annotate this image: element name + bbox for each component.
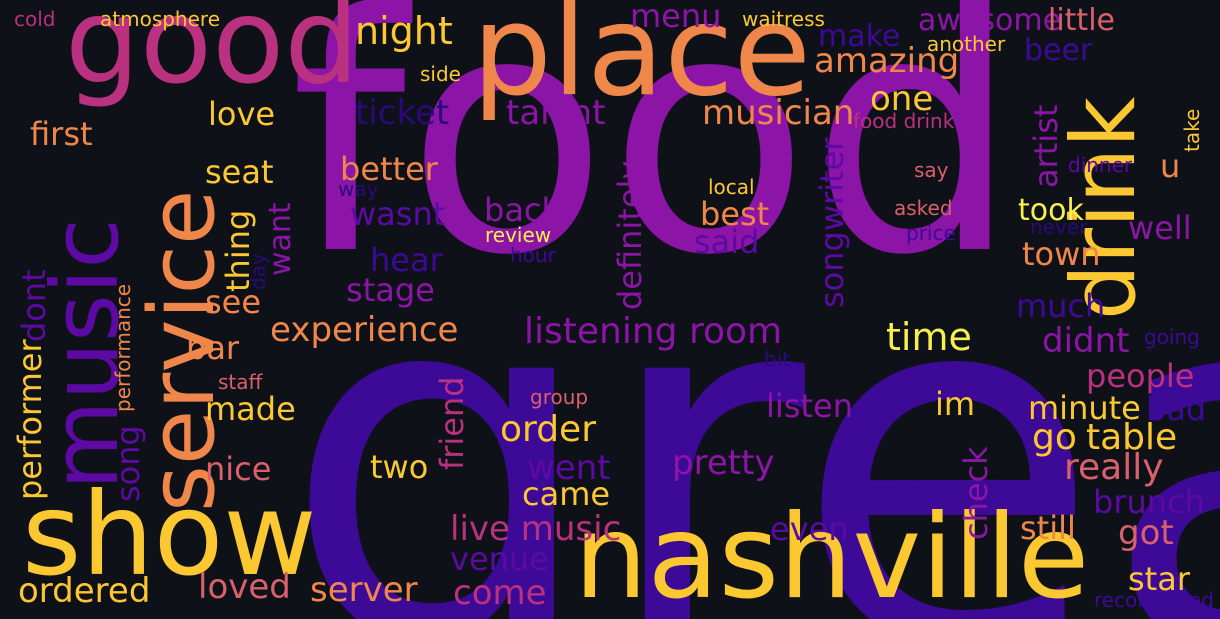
- word-song: song: [109, 425, 147, 502]
- word-check: check: [957, 446, 995, 540]
- word-table: table: [1086, 417, 1178, 458]
- word-take: take: [1180, 108, 1204, 152]
- word-food: food: [290, 0, 1020, 327]
- word-hear: hear: [370, 241, 443, 279]
- word-menu: menu: [630, 0, 722, 35]
- word-performer: performer: [11, 339, 49, 500]
- word-brunch: brunch: [1093, 483, 1205, 521]
- word-songwriter: songwriter: [813, 137, 851, 308]
- word-love: love: [208, 95, 276, 133]
- word-first: first: [30, 115, 93, 153]
- word-show: show: [22, 468, 317, 601]
- word-day: day: [246, 253, 270, 290]
- word-took: took: [1018, 193, 1084, 228]
- word-never: never: [1030, 215, 1088, 239]
- word-much: much: [1016, 287, 1106, 325]
- word-come: come: [453, 573, 547, 613]
- word-star: star: [1128, 560, 1190, 598]
- word-awesome: awesome: [918, 3, 1062, 38]
- word-order: order: [500, 409, 596, 450]
- word-minute: minute: [1028, 389, 1141, 427]
- word-people: people: [1086, 357, 1195, 395]
- word-cold: cold: [14, 7, 56, 31]
- word-way: way: [338, 177, 379, 201]
- word-seat: seat: [205, 153, 274, 191]
- word-friend: friend: [433, 376, 471, 470]
- word-one: one: [870, 79, 934, 119]
- word-dinner: dinner: [1068, 153, 1133, 177]
- word-best: best: [700, 195, 770, 233]
- word-better: better: [340, 150, 438, 188]
- word-great: great: [282, 177, 1220, 619]
- word-venue: venue: [450, 540, 549, 578]
- word-see: see: [205, 283, 262, 321]
- word-place: place: [472, 0, 811, 124]
- word-well: well: [1128, 209, 1192, 247]
- word-u: u: [1160, 147, 1181, 185]
- word-say: say: [914, 158, 949, 182]
- word-ticket: ticket: [355, 93, 450, 133]
- word-two: two: [370, 448, 429, 486]
- word-stage: stage: [346, 271, 435, 309]
- word-little: little: [1048, 3, 1115, 38]
- word-wasnt: wasnt: [350, 195, 446, 233]
- word-night: night: [355, 9, 453, 53]
- word-didnt: didnt: [1042, 321, 1130, 361]
- word-experience: experience: [270, 310, 459, 350]
- word-went: went: [527, 448, 611, 488]
- word-group: group: [530, 385, 589, 409]
- word-even: even: [770, 510, 849, 548]
- word-asked: asked: [894, 196, 953, 220]
- word-came: came: [522, 475, 611, 513]
- word-live-music: live music: [450, 509, 622, 549]
- word-recommend: recommend: [1094, 588, 1214, 612]
- word-time: time: [886, 315, 972, 359]
- word-said: said: [694, 223, 760, 261]
- word-dont: dont: [15, 269, 53, 342]
- word-musician: musician: [702, 93, 855, 133]
- word-staff: staff: [218, 370, 263, 394]
- word-artist: artist: [1027, 104, 1065, 188]
- word-pretty: pretty: [672, 443, 775, 483]
- word-food-drink: food drink: [853, 109, 955, 133]
- word-listen: listen: [766, 387, 853, 425]
- word-price: price: [906, 221, 956, 245]
- word-performance: performance: [111, 283, 135, 412]
- word-made: made: [205, 390, 296, 428]
- word-ordered: ordered: [18, 571, 151, 611]
- word-amazing: amazing: [814, 41, 960, 81]
- word-still: still: [1020, 509, 1076, 547]
- word-side: side: [420, 62, 461, 86]
- word-make: make: [818, 19, 901, 54]
- word-back: back: [484, 191, 561, 229]
- word-im: im: [935, 385, 976, 423]
- word-review: review: [485, 223, 552, 247]
- word-bit: bit: [764, 347, 791, 371]
- word-atmosphere: atmosphere: [100, 7, 220, 31]
- word-nashville: nashville: [574, 490, 1090, 619]
- word-definitely: definitely: [611, 160, 649, 310]
- word-want: want: [263, 202, 298, 276]
- word-loved: loved: [198, 567, 291, 607]
- word-another: another: [927, 32, 1006, 56]
- word-talent: talent: [506, 93, 606, 133]
- word-got: got: [1118, 513, 1174, 553]
- word-bad: bad: [1146, 390, 1207, 428]
- word-server: server: [310, 570, 418, 610]
- word-hour: hour: [510, 243, 556, 267]
- word-go: go: [1032, 417, 1077, 458]
- word-beer: beer: [1024, 33, 1093, 68]
- word-local: local: [708, 175, 755, 199]
- word-good: good: [65, 0, 360, 110]
- word-listening-room: listening room: [524, 311, 783, 352]
- word-waitress: waitress: [742, 7, 825, 31]
- word-bar: bar: [186, 329, 240, 367]
- word-really: really: [1064, 447, 1164, 488]
- word-town: town: [1022, 235, 1101, 273]
- word-going: going: [1144, 325, 1200, 349]
- word-nice: nice: [205, 450, 272, 488]
